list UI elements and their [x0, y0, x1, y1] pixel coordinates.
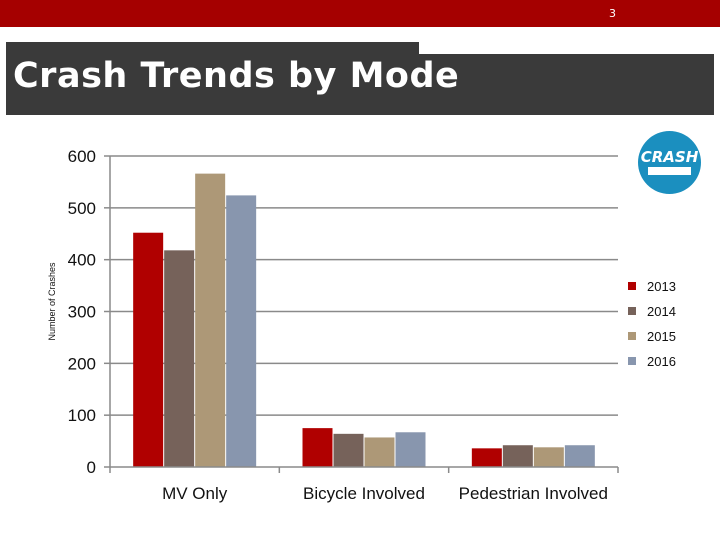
header-bar: 3 [0, 0, 720, 27]
y-tick-label: 400 [68, 251, 96, 270]
crash-logo: CRASH [638, 131, 701, 194]
legend: 2013 2014 2015 2016 [628, 279, 676, 369]
logo-bar [648, 167, 691, 175]
legend-swatch [628, 357, 636, 365]
y-tick-label: 200 [68, 354, 96, 373]
bar [564, 445, 595, 467]
x-category-label: Pedestrian Involved [459, 484, 608, 503]
legend-swatch [628, 282, 636, 290]
legend-label: 2013 [647, 279, 676, 294]
slide-number: 3 [609, 7, 616, 20]
legend-label: 2015 [647, 329, 676, 344]
bar [333, 433, 364, 467]
legend-swatch [628, 307, 636, 315]
y-tick-label: 500 [68, 199, 96, 218]
bar [195, 173, 226, 467]
y-tick-label: 600 [68, 147, 96, 166]
bar [471, 448, 502, 467]
legend-label: 2016 [647, 354, 676, 369]
slide-title: Crash Trends by Mode [13, 56, 460, 96]
gridlines [110, 155, 618, 416]
bar [302, 428, 333, 467]
bar [502, 445, 533, 467]
y-tick-label: 100 [68, 406, 96, 425]
logo-text: CRASH [640, 148, 699, 166]
y-tick-label: 0 [87, 458, 96, 477]
x-category-label: MV Only [162, 484, 228, 503]
bar [364, 437, 395, 467]
title-band [6, 54, 714, 115]
bar [133, 232, 164, 467]
bar [164, 250, 195, 467]
bar [395, 432, 426, 467]
bar [533, 447, 564, 467]
legend-swatch [628, 332, 636, 340]
bar [226, 195, 257, 468]
legend-label: 2014 [647, 304, 676, 319]
y-tick-label: 300 [68, 303, 96, 322]
axes: 0 100 200 300 400 500 600 Number of Crashes MV O… [47, 147, 619, 503]
x-category-label: Bicycle Involved [303, 484, 425, 503]
y-axis-label: Number of Crashes [47, 262, 57, 341]
bars [133, 173, 595, 468]
